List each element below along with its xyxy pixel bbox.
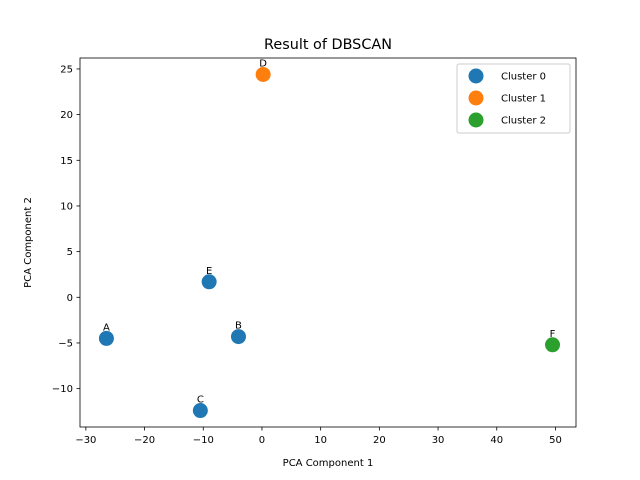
chart-title: Result of DBSCAN [264, 37, 392, 53]
y-tick-label: −5 [58, 339, 73, 350]
x-tick-label: 0 [259, 435, 265, 446]
y-axis-ticks: −10 −5 0 5 10 15 20 25 [52, 65, 80, 395]
y-tick-label: 10 [60, 202, 73, 213]
point-a [98, 330, 114, 346]
x-tick-label: −20 [134, 435, 155, 446]
y-tick-label: −10 [52, 384, 73, 395]
point-label-d: D [259, 58, 267, 69]
plot-area: A B C E D F [98, 58, 561, 419]
legend-entry: Cluster 2 [501, 116, 546, 127]
legend-marker [468, 90, 484, 106]
x-tick-label: −10 [193, 435, 214, 446]
point-label-b: B [235, 321, 242, 332]
point-e [201, 274, 217, 290]
point-d [255, 66, 271, 82]
legend-marker [468, 68, 484, 84]
x-tick-label: 50 [549, 435, 562, 446]
point-label-e: E [206, 266, 212, 277]
axes-frame [79, 57, 577, 428]
legend-entry: Cluster 1 [501, 94, 546, 105]
point-label-a: A [103, 322, 110, 333]
legend-box [456, 63, 571, 134]
legend-entry: Cluster 0 [501, 72, 546, 83]
legend: Cluster 0 Cluster 1 Cluster 2 [456, 63, 571, 134]
x-tick-label: 40 [490, 435, 503, 446]
x-axis-label: PCA Component 1 [283, 458, 374, 469]
y-tick-label: 5 [67, 247, 73, 258]
x-tick-label: 20 [373, 435, 386, 446]
point-f [545, 337, 561, 353]
point-label-f: F [550, 329, 556, 340]
y-tick-label: 15 [60, 156, 73, 167]
legend-marker [468, 112, 484, 128]
x-tick-label: 30 [432, 435, 445, 446]
y-tick-label: 20 [60, 110, 73, 121]
y-axis-label: PCA Component 2 [23, 197, 34, 288]
x-axis-ticks: −30 −20 −10 0 10 20 30 40 50 [75, 427, 562, 446]
x-tick-label: 10 [314, 435, 327, 446]
point-b [230, 329, 246, 345]
y-tick-label: 25 [60, 65, 73, 76]
y-tick-label: 0 [67, 293, 73, 304]
point-c [192, 403, 208, 419]
x-tick-label: −30 [75, 435, 96, 446]
point-label-c: C [197, 395, 204, 406]
